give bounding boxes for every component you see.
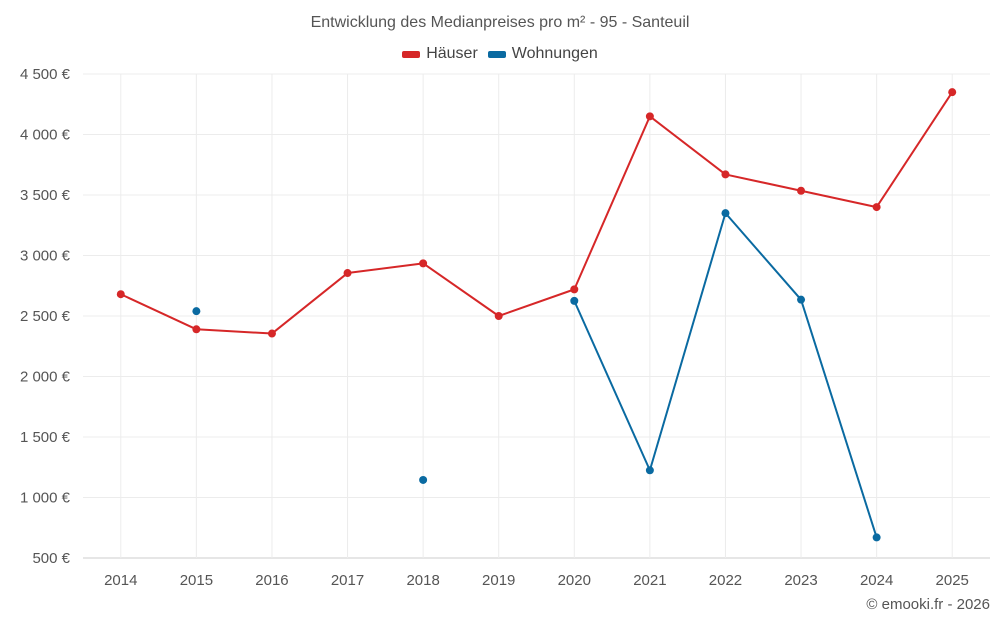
y-tick-label: 2 000 €	[20, 369, 71, 386]
x-tick-label: 2017	[331, 572, 364, 589]
legend-item-haeuser[interactable]: Häuser	[402, 45, 478, 63]
data-point-haeuser	[419, 259, 428, 268]
legend-swatch-haeuser	[402, 50, 421, 58]
y-tick-label: 2 500 €	[20, 308, 71, 325]
data-point-wohnungen	[192, 307, 201, 316]
data-point-haeuser	[797, 186, 806, 195]
x-tick-label: 2015	[180, 572, 213, 589]
data-point-haeuser	[948, 88, 957, 97]
y-tick-label: 1 000 €	[20, 490, 71, 507]
y-tick-label: 500 €	[32, 550, 70, 567]
x-tick-label: 2021	[633, 572, 666, 589]
legend-item-wohnungen[interactable]: Wohnungen	[487, 45, 598, 63]
y-tick-label: 4 000 €	[20, 127, 71, 144]
chart-title: Entwicklung des Medianpreises pro m² - 9…	[310, 14, 690, 31]
y-tick-label: 1 500 €	[20, 429, 71, 446]
data-point-haeuser	[721, 170, 730, 179]
data-point-haeuser	[494, 312, 503, 320]
x-tick-label: 2025	[936, 572, 969, 589]
data-point-haeuser	[872, 203, 881, 212]
data-point-wohnungen	[797, 295, 806, 304]
y-tick-label: 3 500 €	[20, 187, 71, 204]
legend-label-wohnungen: Wohnungen	[511, 45, 598, 62]
x-tick-label: 2019	[482, 572, 515, 589]
data-point-haeuser	[570, 285, 579, 294]
x-tick-label: 2024	[860, 572, 893, 589]
legend: Häuser Wohnungen	[0, 45, 1000, 63]
x-tick-label: 2023	[784, 572, 817, 589]
data-point-wohnungen	[872, 533, 881, 542]
data-point-haeuser	[343, 269, 352, 278]
legend-swatch-wohnungen	[487, 50, 506, 58]
data-point-wohnungen	[419, 475, 428, 484]
data-point-haeuser	[267, 329, 276, 338]
data-point-wohnungen	[645, 466, 654, 475]
x-tick-label: 2016	[255, 572, 288, 589]
x-tick-label: 2018	[406, 572, 439, 589]
series-line-haeuser	[120, 91, 954, 335]
data-point-haeuser	[192, 325, 201, 334]
x-tick-label: 2014	[104, 572, 137, 589]
x-tick-label: 2020	[558, 572, 591, 589]
y-tick-label: 4 500 €	[20, 66, 71, 83]
credit-text: © emooki.fr - 2026	[866, 596, 990, 613]
data-point-haeuser	[645, 112, 654, 121]
data-point-wohnungen	[570, 296, 579, 305]
x-tick-label: 2022	[709, 572, 742, 589]
y-tick-label: 3 000 €	[20, 248, 71, 265]
data-point-wohnungen	[721, 209, 730, 218]
data-point-haeuser	[116, 290, 125, 299]
legend-label-haeuser: Häuser	[426, 45, 478, 62]
